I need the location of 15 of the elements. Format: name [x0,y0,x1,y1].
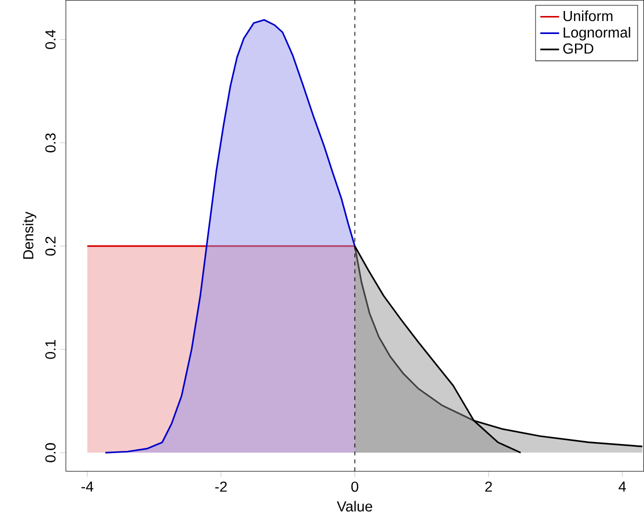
legend-label: Uniform [564,10,612,22]
legend-label: Lognormal [564,27,630,41]
x-tick-label: 0 [351,482,358,492]
x-tick-label: 2 [485,482,492,492]
x-tick-label: -4 [81,482,94,492]
legend-label: GPD [563,43,594,54]
x-tick-label: 4 [618,482,626,492]
y-tick-label: 0.3 [45,133,56,152]
y-tick-label: 0.4 [45,30,56,50]
y-tick-label: 0.1 [45,340,56,359]
y-tick-label: 0.2 [45,236,56,256]
x-axis-title: Value [336,500,372,512]
y-axis-title: Density [22,212,36,259]
x-tick-label: -2 [215,482,227,492]
y-tick-label: 0.0 [45,443,56,462]
